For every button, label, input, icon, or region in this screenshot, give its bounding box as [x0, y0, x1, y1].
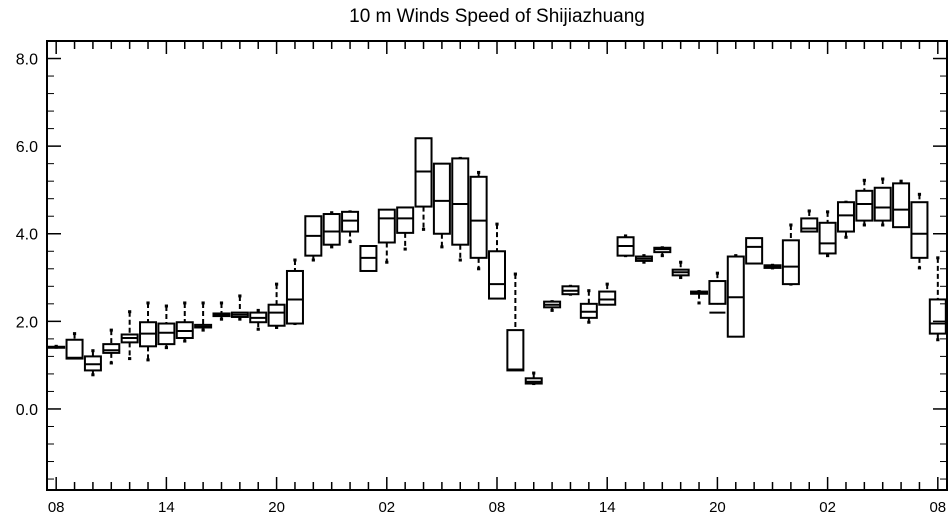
x-tick-label: 14 — [158, 499, 175, 516]
box-18 — [377, 208, 396, 264]
box-36 — [708, 271, 727, 314]
box-33 — [653, 246, 672, 258]
x-tick-label: 20 — [709, 499, 726, 516]
box-46 — [892, 179, 911, 229]
box-iqr — [910, 201, 929, 259]
box-iqr — [488, 250, 506, 300]
box-48 — [928, 256, 947, 342]
box-iqr — [708, 280, 727, 305]
box-iqr — [451, 157, 470, 246]
box-10 — [230, 294, 249, 321]
box-9 — [212, 301, 231, 321]
box-43 — [836, 200, 855, 239]
box-38 — [745, 237, 764, 265]
box-iqr — [322, 213, 341, 246]
box-47 — [910, 192, 929, 270]
y-tick-label: 2.0 — [16, 314, 38, 331]
ticks-layer: 0.0 2.0 4.0 6.0 8.0 08 14 20 02 08 14 20 02 08 — [16, 40, 947, 516]
box-iqr — [598, 290, 617, 306]
box-iqr — [65, 338, 84, 360]
plot-frame — [46, 40, 948, 491]
box-iqr — [469, 175, 488, 259]
y-tick-label: 6.0 — [16, 139, 38, 156]
boxes-layer — [47, 137, 947, 386]
box-iqr — [102, 343, 121, 354]
box-44 — [855, 178, 874, 227]
box-iqr — [506, 329, 525, 372]
box-6 — [157, 304, 176, 350]
x-tick-label: 08 — [48, 499, 65, 516]
box-31 — [616, 234, 635, 258]
box-iqr — [341, 210, 360, 233]
box-iqr — [928, 298, 947, 335]
box-iqr — [873, 186, 892, 222]
y-tick-label: 0.0 — [16, 402, 38, 419]
box-iqr — [157, 322, 176, 346]
box-2 — [83, 349, 102, 377]
box-32 — [634, 254, 653, 264]
y-tick-label: 4.0 — [16, 227, 38, 244]
box-20 — [414, 137, 433, 231]
box-iqr — [781, 239, 800, 286]
box-iqr — [836, 201, 855, 233]
box-42 — [818, 210, 837, 258]
box-45 — [873, 177, 892, 227]
y-tick-label: 8.0 — [16, 52, 38, 69]
box-7 — [175, 301, 194, 343]
box-iqr — [855, 189, 874, 222]
box-28 — [561, 284, 580, 296]
box-37 — [726, 254, 745, 338]
box-iqr — [377, 208, 396, 244]
box-11 — [249, 308, 268, 331]
box-17 — [359, 245, 378, 272]
box-39 — [763, 263, 782, 270]
box-23 — [469, 170, 488, 271]
x-tick-label: 14 — [599, 499, 616, 516]
box-34 — [671, 260, 690, 280]
box-iqr — [818, 221, 837, 255]
box-21 — [432, 162, 451, 249]
box-29 — [579, 289, 598, 324]
box-26 — [524, 371, 543, 386]
chart-title: 10 m Winds Speed of Shijiazhuang — [349, 6, 645, 27]
box-iqr — [745, 237, 764, 265]
box-35 — [690, 290, 709, 305]
box-24 — [488, 222, 506, 300]
box-15 — [322, 211, 341, 249]
box-3 — [102, 328, 121, 365]
box-25 — [506, 272, 525, 372]
box-iqr — [432, 162, 451, 235]
box-14 — [304, 215, 323, 262]
box-0 — [47, 344, 66, 349]
x-tick-label: 02 — [378, 499, 395, 516]
box-12 — [267, 282, 286, 329]
box-iqr — [892, 182, 911, 229]
box-1 — [65, 332, 84, 360]
x-tick-label: 20 — [268, 499, 285, 516]
box-22 — [451, 156, 470, 262]
box-16 — [341, 210, 360, 244]
box-iqr — [396, 206, 415, 234]
box-4 — [120, 310, 139, 361]
box-iqr — [285, 269, 304, 325]
box-41 — [800, 209, 819, 233]
box-19 — [396, 206, 415, 251]
box-8 — [194, 301, 213, 332]
x-tick-label: 08 — [489, 499, 506, 516]
box-27 — [543, 300, 562, 312]
box-iqr — [800, 217, 819, 233]
x-tick-label: 02 — [819, 499, 836, 516]
box-5 — [139, 301, 158, 362]
box-40 — [781, 223, 800, 286]
x-tick-label: 08 — [929, 499, 946, 516]
box-13 — [285, 258, 304, 326]
box-30 — [598, 282, 617, 306]
box-iqr — [267, 303, 286, 327]
